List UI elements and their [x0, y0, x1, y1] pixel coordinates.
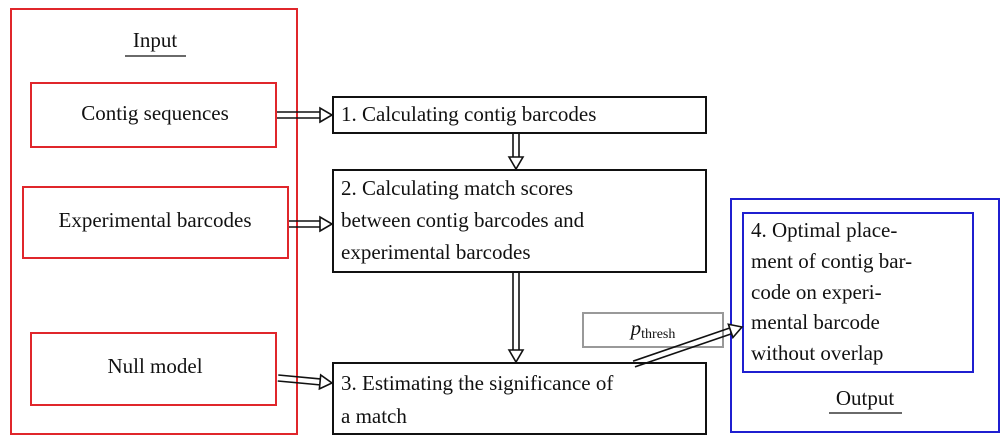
step-text: 3. Estimating the significance of [341, 371, 613, 395]
input-label: Null model [107, 354, 202, 378]
input-label: Contig sequences [81, 101, 229, 125]
output-box [742, 212, 974, 373]
arrow-part [318, 373, 334, 391]
step-text: between contig barcodes and [341, 208, 585, 232]
input-title: Input [133, 28, 177, 52]
arrow-part [319, 215, 334, 233]
step-text: 4. Optimal place- [751, 218, 897, 242]
arrow-part [507, 349, 525, 364]
step-text: without overlap [751, 341, 883, 365]
input-box [30, 82, 277, 148]
output-panel [730, 198, 1000, 433]
arrow-part [278, 374, 321, 380]
threshold-label: pthresh [629, 316, 676, 342]
arrow-part [277, 380, 320, 386]
input-box [22, 186, 289, 259]
arrow-part [507, 156, 525, 171]
arrow-part [634, 332, 732, 368]
step-text: code on experi- [751, 280, 882, 304]
step-text: 1. Calculating contig barcodes [341, 102, 596, 126]
step-text: experimental barcodes [341, 240, 531, 264]
step-text: a match [341, 404, 407, 428]
arrow-part [632, 327, 730, 362]
step-text: ment of contig bar- [751, 249, 912, 273]
step-box [332, 169, 707, 273]
arrows [277, 106, 744, 391]
step-text: mental barcode [751, 310, 880, 334]
input-label: Experimental barcodes [59, 208, 252, 232]
threshold-subscript: thresh [641, 327, 675, 342]
step-text: 2. Calculating match scores [341, 176, 573, 200]
output-title: Output [836, 386, 895, 410]
arrow-part [319, 106, 334, 124]
input-box [30, 332, 277, 406]
arrow-part [727, 323, 744, 340]
threshold-base: p [629, 316, 642, 340]
step-box [332, 362, 707, 435]
